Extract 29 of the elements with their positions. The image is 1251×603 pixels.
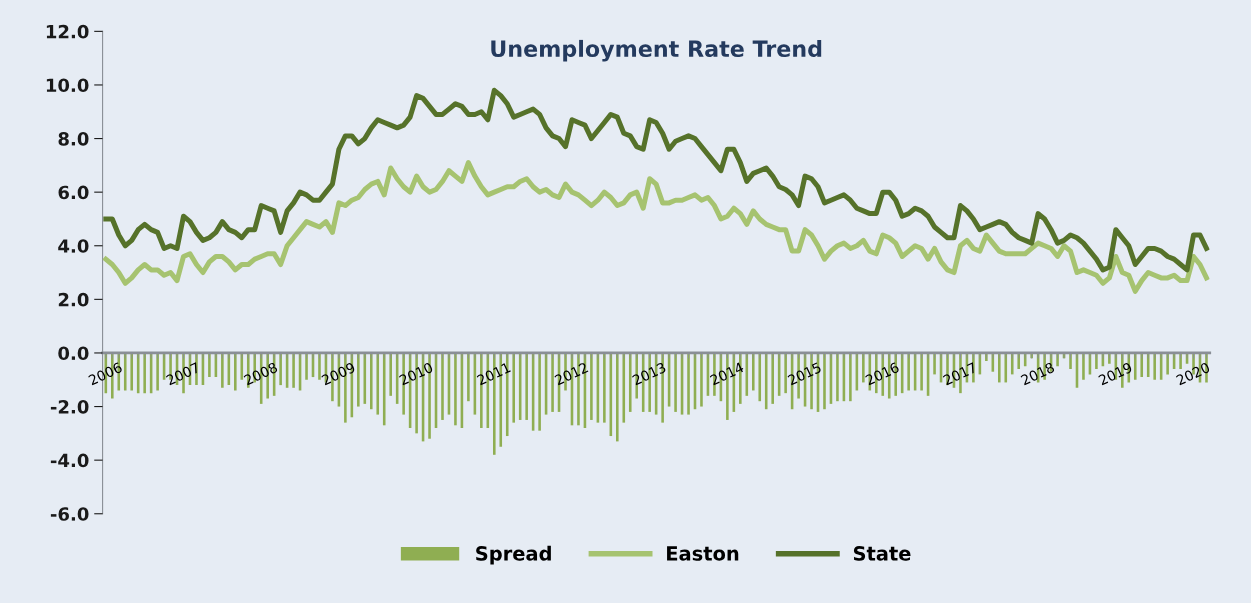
x-tick-label: 2019 bbox=[1098, 361, 1133, 386]
legend-label: Easton bbox=[667, 546, 739, 561]
x-tick-label: 2017 bbox=[942, 362, 978, 386]
y-tick-label: 10.0 bbox=[46, 78, 89, 93]
legend-label: State bbox=[853, 546, 911, 561]
y-tick-label: 2.0 bbox=[58, 292, 89, 307]
x-tick-label: 2015 bbox=[787, 362, 822, 386]
x-tick-label: 2013 bbox=[631, 361, 667, 386]
y-tick-label: -4.0 bbox=[50, 453, 89, 468]
x-tick-label: 2016 bbox=[864, 361, 900, 386]
y-tick-label: 4.0 bbox=[58, 239, 89, 253]
x-tick-label: 2020 bbox=[1175, 361, 1211, 386]
y-tick-label: 6.0 bbox=[58, 185, 89, 200]
x-tick-label: 2018 bbox=[1020, 361, 1055, 386]
y-tick-label: -2.0 bbox=[50, 400, 89, 414]
legend-label: Spread bbox=[476, 545, 551, 565]
y-tick-label: 12.0 bbox=[46, 24, 89, 39]
x-tick-label: 2012 bbox=[554, 362, 589, 386]
x-tick-label: 2009 bbox=[321, 361, 356, 386]
x-tick-label: 2010 bbox=[398, 361, 434, 386]
x-tick-label: 2006 bbox=[87, 361, 123, 386]
y-tick-label: -6.0 bbox=[50, 507, 89, 521]
x-tick-label: 2014 bbox=[709, 361, 745, 386]
chart-title: Unemployment Rate Trend bbox=[491, 39, 822, 62]
x-tick-label: 2007 bbox=[165, 362, 201, 386]
x-tick-label: 2011 bbox=[476, 362, 511, 386]
y-tick-label: 8.0 bbox=[58, 132, 89, 146]
y-tick-label: 0.0 bbox=[58, 346, 89, 361]
x-tick-label: 2008 bbox=[243, 361, 279, 386]
